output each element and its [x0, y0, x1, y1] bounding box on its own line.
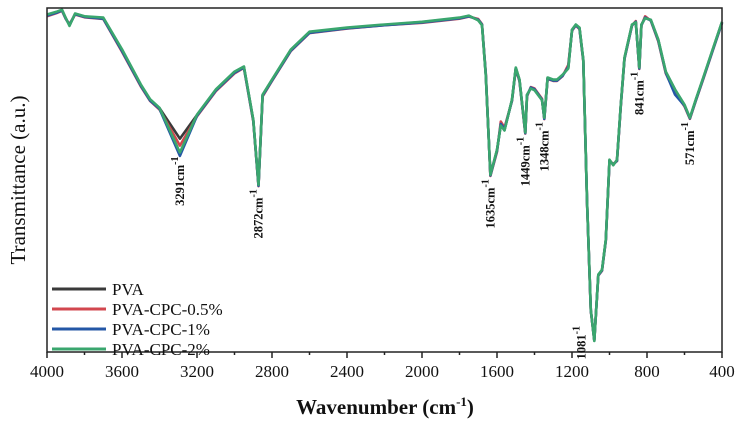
- annotation-sup: -1: [249, 189, 260, 197]
- x-tick-label: 3200: [180, 362, 214, 381]
- x-tick-label: 3600: [105, 362, 139, 381]
- x-tick-label: 2800: [255, 362, 289, 381]
- x-tick-label: 400: [709, 362, 735, 381]
- peak-annotation: 1635cm-1: [480, 179, 497, 228]
- peak-annotation: 841cm-1: [629, 72, 646, 115]
- x-tick-label: 2000: [405, 362, 439, 381]
- x-axis-title: Wavenumber (cm-1): [296, 394, 474, 419]
- annotation-label: 1081: [574, 334, 588, 359]
- annotation-label: 1348cm: [537, 130, 551, 172]
- legend-label: PVA-CPC-1%: [112, 320, 210, 339]
- legend-label: PVA-CPC-2%: [112, 340, 210, 359]
- series-layer: [46, 8, 724, 343]
- annotation-label: 571cm: [683, 130, 697, 165]
- annotation-sup: -1: [170, 157, 181, 165]
- x-tick-label: 1200: [555, 362, 589, 381]
- annotation-sup: -1: [629, 72, 640, 80]
- annotation-sup: -1: [571, 326, 582, 334]
- annotation-label: 3291cm: [173, 164, 187, 206]
- annotation-label: 841cm: [632, 80, 646, 115]
- annotation-label: 2872cm: [252, 197, 266, 239]
- y-axis-title: Transmittance (a.u.): [6, 96, 30, 265]
- x-axis: 4000 3600 3200 2800 2400 2000 1600 1200 800 400: [30, 352, 735, 381]
- annotation-label: 1449cm: [518, 145, 532, 187]
- legend-label: PVA-CPC-0.5%: [112, 300, 223, 319]
- peak-annotation: 3291cm-1: [170, 157, 187, 206]
- series-line-2: [46, 9, 724, 342]
- series-line-3: [46, 8, 724, 343]
- annotation-sup: -1: [480, 179, 491, 187]
- series-line-0: [46, 8, 724, 342]
- annotation-label: 1635cm: [483, 187, 497, 229]
- peak-annotation: 1348cm-1: [534, 122, 551, 171]
- peak-annotation: 1449cm-1: [515, 137, 532, 186]
- series-line-1: [46, 9, 724, 342]
- x-tick-label: 4000: [30, 362, 64, 381]
- x-tick-label: 800: [634, 362, 660, 381]
- legend-label: PVA: [112, 280, 145, 299]
- annotation-sup: -1: [680, 122, 691, 130]
- peak-annotation: 1081-1: [571, 326, 588, 359]
- peak-annotation: 571cm-1: [680, 122, 697, 165]
- annotation-sup: -1: [534, 122, 545, 130]
- peak-annotation: 2872cm-1: [249, 189, 266, 238]
- x-tick-label: 2400: [330, 362, 364, 381]
- annotation-sup: -1: [515, 137, 526, 145]
- x-tick-label: 1600: [480, 362, 514, 381]
